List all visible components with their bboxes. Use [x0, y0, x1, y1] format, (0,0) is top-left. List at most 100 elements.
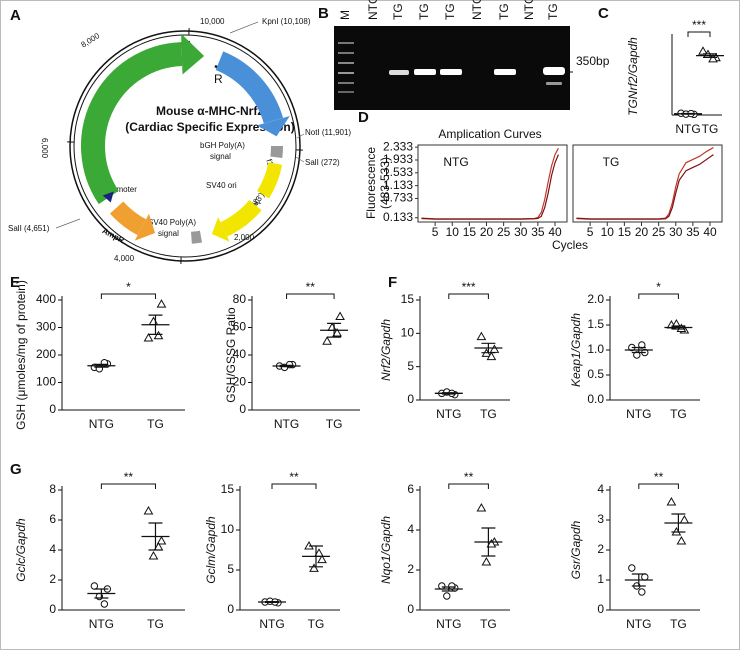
- y-tick-label: 1.533: [383, 165, 413, 179]
- x-axis-label: Cycles: [552, 238, 588, 252]
- data-point: [156, 535, 167, 545]
- significance-bracket: [286, 293, 335, 299]
- y-axis-label: (483-533): [378, 157, 392, 209]
- x-tick-label: 40: [548, 225, 562, 239]
- significance-label: **: [306, 280, 316, 294]
- x-tick-label: 40: [703, 225, 717, 239]
- y-tick-label: 80: [233, 292, 247, 306]
- x-tick-label: NTG: [626, 407, 651, 421]
- panel-letter: F: [388, 274, 397, 291]
- x-tick-label: TG: [480, 407, 497, 421]
- significance-label: **: [124, 470, 134, 484]
- panel-letter: A: [10, 7, 21, 24]
- amplification-curve: [576, 154, 714, 220]
- y-tick-label: 2.0: [587, 292, 604, 306]
- gel-image: [334, 26, 570, 110]
- nrf2-orf-head: [257, 115, 290, 137]
- x-tick-label: 20: [635, 225, 649, 239]
- plasmid-label: R: [214, 72, 223, 86]
- significance-bracket: [448, 483, 489, 489]
- y-tick-label: 60: [233, 320, 247, 334]
- lane-label: TG: [497, 3, 511, 20]
- y-tick-label: 5: [407, 359, 414, 373]
- y-tick-label: 15: [401, 292, 415, 306]
- nrf2-orf: [215, 51, 284, 124]
- data-point: [90, 582, 99, 590]
- significance-label: ***: [462, 280, 476, 294]
- y-tick-label: 0: [49, 602, 56, 616]
- chart-title: Amplication Curves: [438, 127, 541, 141]
- sem-bar: [631, 573, 646, 587]
- ampr-head: [134, 213, 156, 241]
- gel-band: [494, 69, 516, 75]
- x-tick-label: NTG: [274, 417, 299, 431]
- lane-label: M: [338, 10, 352, 20]
- data-point: [481, 556, 492, 566]
- data-point: [708, 53, 718, 63]
- x-tick-label: 10: [446, 225, 460, 239]
- y-axis-label: GSH (μmoles/mg of protein): [14, 280, 28, 430]
- y-tick-label: 6: [407, 482, 414, 496]
- plasmid-label: signal: [158, 229, 179, 238]
- data-point: [476, 331, 487, 341]
- y-tick-label: 1.133: [383, 178, 413, 192]
- lane-label: TG: [391, 3, 405, 20]
- sem-bar: [481, 527, 496, 557]
- y-axis-label: Nqo1/Gapdh: [379, 516, 393, 584]
- y-axis-label: Nrf2/Gapdh: [379, 319, 393, 381]
- y-tick-label: 300: [36, 320, 56, 334]
- y-tick-label: 2: [407, 562, 414, 576]
- significance-label: **: [654, 470, 664, 484]
- plasmid-label: bGH Poly(A): [200, 141, 245, 150]
- sem-bar: [327, 322, 342, 338]
- panel-letter: G: [10, 461, 22, 478]
- x-tick-label: TG: [326, 417, 343, 431]
- sem-bar: [148, 522, 163, 551]
- significance-label: **: [464, 470, 474, 484]
- leader: [229, 21, 259, 34]
- x-tick-label: 25: [497, 225, 511, 239]
- x-tick-label: 15: [618, 225, 632, 239]
- plasmid-label: 2,000: [234, 233, 255, 242]
- plasmid-map: Mouse α-MHC-Nrf2 (Cardiac Specific Expre…: [8, 17, 351, 264]
- bla-promoter: [102, 191, 114, 203]
- x-tick-label: NTG: [626, 617, 651, 631]
- y-tick-label: 20: [233, 375, 247, 389]
- y-tick-label: 400: [36, 292, 56, 306]
- ladder-band: [338, 91, 354, 93]
- lane-label: TG: [417, 3, 431, 20]
- plasmid-label: SV40 Poly(A): [148, 218, 196, 227]
- significance-label: *: [656, 280, 661, 294]
- x-tick-label: NTG: [436, 617, 461, 631]
- y-tick-label: 8: [49, 482, 56, 496]
- data-point: [332, 327, 342, 337]
- y-tick-label: 0: [597, 602, 604, 616]
- panel-letter: D: [358, 109, 369, 126]
- panel-letter: E: [10, 274, 20, 291]
- sem-bar: [148, 314, 163, 335]
- plasmid-label: signal: [210, 152, 231, 161]
- y-tick-label: 6: [49, 512, 56, 526]
- y-tick-label: 40: [233, 347, 247, 361]
- gel: 350bp: [334, 26, 610, 110]
- data-point: [309, 563, 319, 572]
- plasmid-label: KpnI (10,108): [262, 17, 311, 26]
- x-tick-label: 25: [652, 225, 666, 239]
- data-point: [666, 496, 677, 506]
- ampr: [109, 201, 147, 236]
- significance-bracket: [638, 483, 679, 489]
- data-point: [638, 588, 646, 596]
- aph-gene-head: [211, 217, 230, 242]
- data-point: [317, 554, 327, 564]
- y-axis-label: Keap1/Gapdh: [569, 313, 583, 387]
- f1-ori: [256, 161, 283, 199]
- data-point: [143, 505, 154, 515]
- gel-band: [440, 69, 462, 75]
- alpha-mhc-promoter: [81, 42, 183, 205]
- gel-band: [389, 70, 409, 75]
- x-tick-label: 20: [480, 225, 494, 239]
- sem-bar: [94, 588, 109, 599]
- y-axis-label: Gsr/Gapdh: [569, 520, 583, 579]
- x-tick-label: TG: [670, 617, 687, 631]
- y-tick-label: 0.133: [383, 210, 413, 224]
